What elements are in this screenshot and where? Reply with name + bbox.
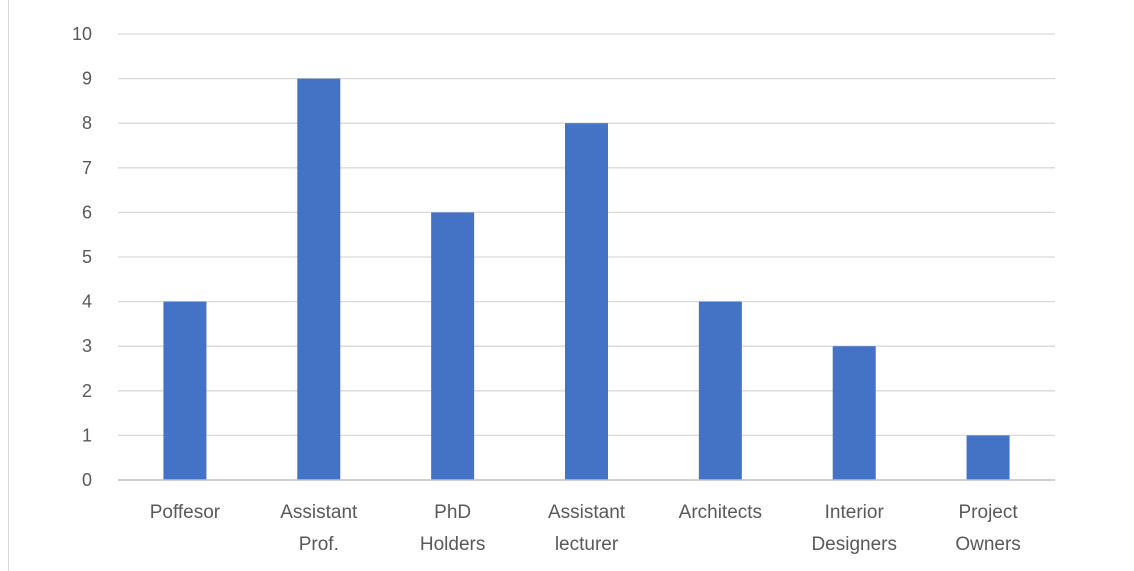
x-category-label: Project Owners [955,502,1020,555]
x-category-label-line: Designers [811,534,897,555]
x-category-label: Interior Designers [811,502,897,555]
x-category-label: Poffesor [150,502,221,523]
bar [431,212,475,480]
left-border-line [8,0,9,571]
x-category-label-line: Assistant [548,502,626,523]
y-tick-label: 9 [82,69,92,89]
x-axis-category-labels: Poffesor Assistant Prof. PhD Holders Assistan… [150,502,1021,555]
x-category-label-line: Project [959,502,1019,523]
x-category-label: Assistant lecturer [548,502,626,555]
bar [565,123,608,480]
y-tick-label: 2 [82,381,92,401]
x-category-label-line: lecturer [555,534,619,555]
x-category-label-line: Assistant [280,502,358,523]
x-category-label: Assistant Prof. [280,502,358,555]
bar [297,78,341,480]
y-tick-label: 3 [82,336,92,356]
x-category-label-line: Architects [679,502,762,523]
bars [163,78,1010,480]
x-category-label-line: Interior [825,502,885,523]
bar [698,301,742,480]
y-axis-tick-labels: 0 1 2 3 4 5 6 7 8 9 10 [72,24,92,490]
x-category-label-line: Prof. [299,534,339,555]
y-tick-label: 10 [72,24,92,44]
gridlines [118,33,1055,437]
y-tick-label: 0 [82,470,92,490]
bar [163,301,207,480]
y-tick-label: 4 [82,292,92,312]
y-tick-label: 7 [82,158,92,178]
bar [966,435,1010,480]
x-category-label: PhD Holders [420,502,485,555]
x-category-label-line: Owners [955,534,1020,555]
x-category-label: Architects [679,502,762,523]
y-tick-label: 6 [82,202,92,222]
x-category-label-line: PhD [434,502,471,523]
x-category-label-line: Poffesor [150,502,221,523]
y-tick-label: 1 [82,425,92,445]
y-tick-label: 8 [82,113,92,133]
y-tick-label: 5 [82,247,92,267]
x-category-label-line: Holders [420,534,485,555]
bar [832,346,876,480]
